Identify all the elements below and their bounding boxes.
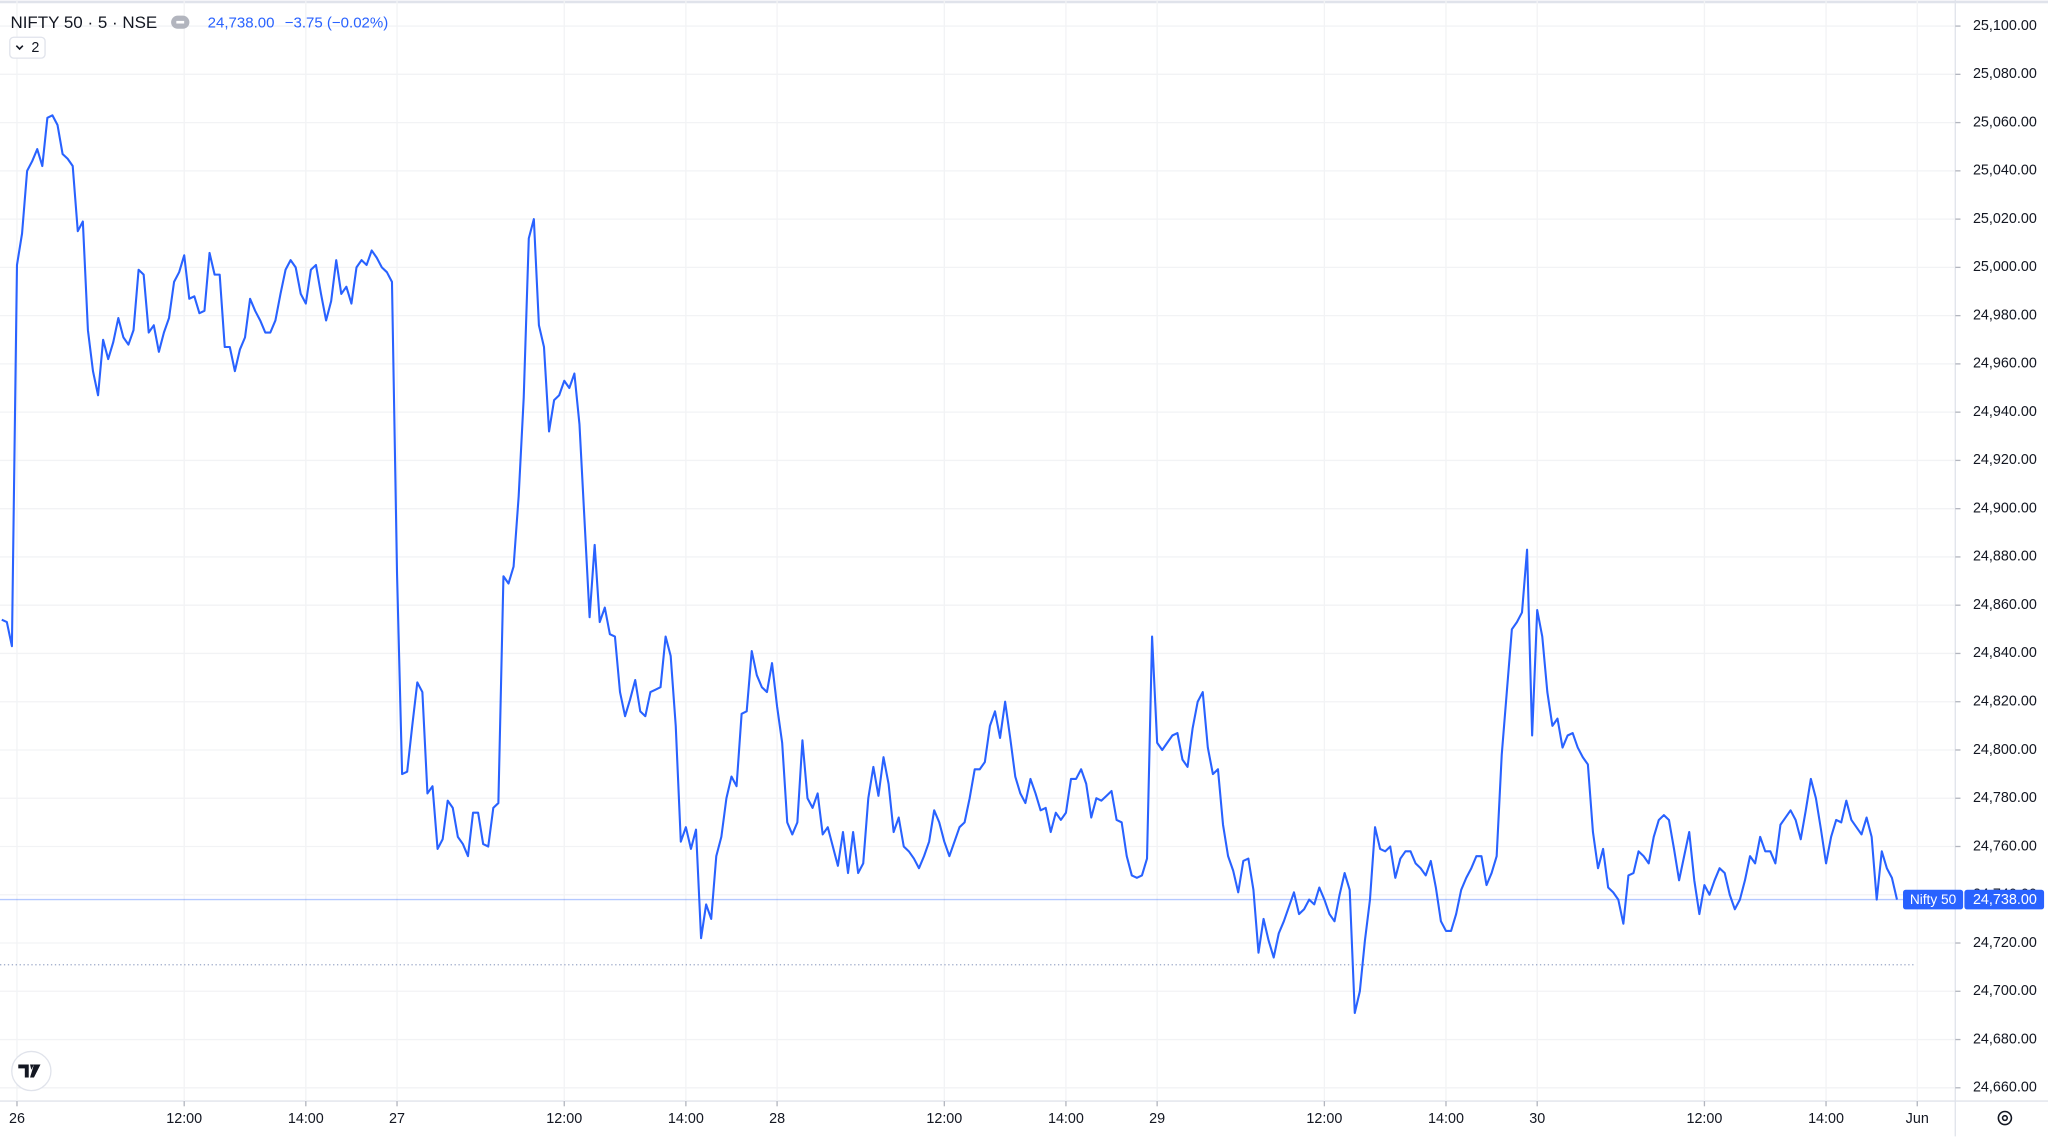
y-tick-label: 24,660.00 xyxy=(1973,1080,2037,1096)
x-tick-label: 12:00 xyxy=(926,1111,962,1127)
x-tick-label: 14:00 xyxy=(1808,1111,1844,1127)
y-tick-label: 25,080.00 xyxy=(1973,66,2037,82)
y-tick-label: 24,900.00 xyxy=(1973,500,2037,516)
series-name-label: Nifty 50 xyxy=(1910,892,1957,907)
x-tick-label: Jun xyxy=(1906,1111,1929,1127)
y-tick-label: 25,040.00 xyxy=(1973,163,2037,179)
gear-inner xyxy=(2001,1114,2009,1122)
y-tick-label: 24,700.00 xyxy=(1973,983,2037,999)
y-tick-label: 24,820.00 xyxy=(1973,694,2037,710)
y-tick-label: 24,780.00 xyxy=(1973,790,2037,806)
y-tick-label: 24,960.00 xyxy=(1973,356,2037,372)
status-pill-dash xyxy=(176,20,185,24)
y-tick-label: 24,680.00 xyxy=(1973,1031,2037,1047)
y-tick-label: 24,980.00 xyxy=(1973,307,2037,323)
last-price-label: 24,738.00 xyxy=(1973,892,2037,908)
x-tick-label: 26 xyxy=(9,1111,25,1127)
logo-circle xyxy=(11,1050,52,1092)
x-tick-label: 14:00 xyxy=(668,1111,704,1127)
x-tick-label: 14:00 xyxy=(288,1111,324,1127)
price-line xyxy=(1,114,1899,1015)
x-tick-label: 30 xyxy=(1529,1111,1545,1127)
x-tick-label: 27 xyxy=(389,1111,405,1127)
settings-icon[interactable] xyxy=(1997,1110,2013,1126)
last-price-tag xyxy=(1964,889,2045,910)
tradingview-logo[interactable] xyxy=(11,1050,52,1092)
x-tick-label: 12:00 xyxy=(546,1111,582,1127)
x-tick-label: 28 xyxy=(769,1111,785,1127)
grid xyxy=(0,0,1956,1102)
x-tick-label: 12:00 xyxy=(1306,1111,1342,1127)
header-price: 24,738.00 xyxy=(208,14,275,31)
y-tick-label: 24,940.00 xyxy=(1973,404,2037,420)
header-change: −3.75 (−0.02%) xyxy=(285,14,389,31)
axes: 24,660.00 24,680.00 24,700.00 24,720.00 24,7… xyxy=(9,18,2045,1127)
y-tick-label: 24,760.00 xyxy=(1973,838,2037,854)
y-tick-label: 24,800.00 xyxy=(1973,742,2037,758)
gear-outer xyxy=(1997,1110,2013,1126)
symbol-title: NIFTY 50 · 5 · NSE xyxy=(10,13,157,32)
y-tick-label: 24,920.00 xyxy=(1973,452,2037,468)
y-tick-label: 24,860.00 xyxy=(1973,597,2037,613)
chevron-icon xyxy=(15,45,24,51)
x-tick-label: 12:00 xyxy=(166,1111,202,1127)
y-tick-label: 24,720.00 xyxy=(1973,935,2037,951)
x-tick-label: 29 xyxy=(1149,1111,1165,1127)
indicator-toggle[interactable] xyxy=(9,36,46,59)
y-tick-label: 25,060.00 xyxy=(1973,114,2037,130)
x-tick-label: 14:00 xyxy=(1428,1111,1464,1127)
x-tick-label: 12:00 xyxy=(1686,1111,1722,1127)
y-tick-label: 24,840.00 xyxy=(1973,645,2037,661)
y-tick-label: 25,100.00 xyxy=(1973,18,2037,34)
y-tick-label: 25,000.00 xyxy=(1973,259,2037,275)
plot xyxy=(0,114,1956,1015)
logo-mark xyxy=(18,1064,41,1078)
indicator-count: 2 xyxy=(31,40,39,56)
y-tick-label: 25,020.00 xyxy=(1973,211,2037,227)
series-name-tag xyxy=(1903,889,1964,910)
y-tick-label: 24,880.00 xyxy=(1973,549,2037,565)
x-tick-label: 14:00 xyxy=(1048,1111,1084,1127)
